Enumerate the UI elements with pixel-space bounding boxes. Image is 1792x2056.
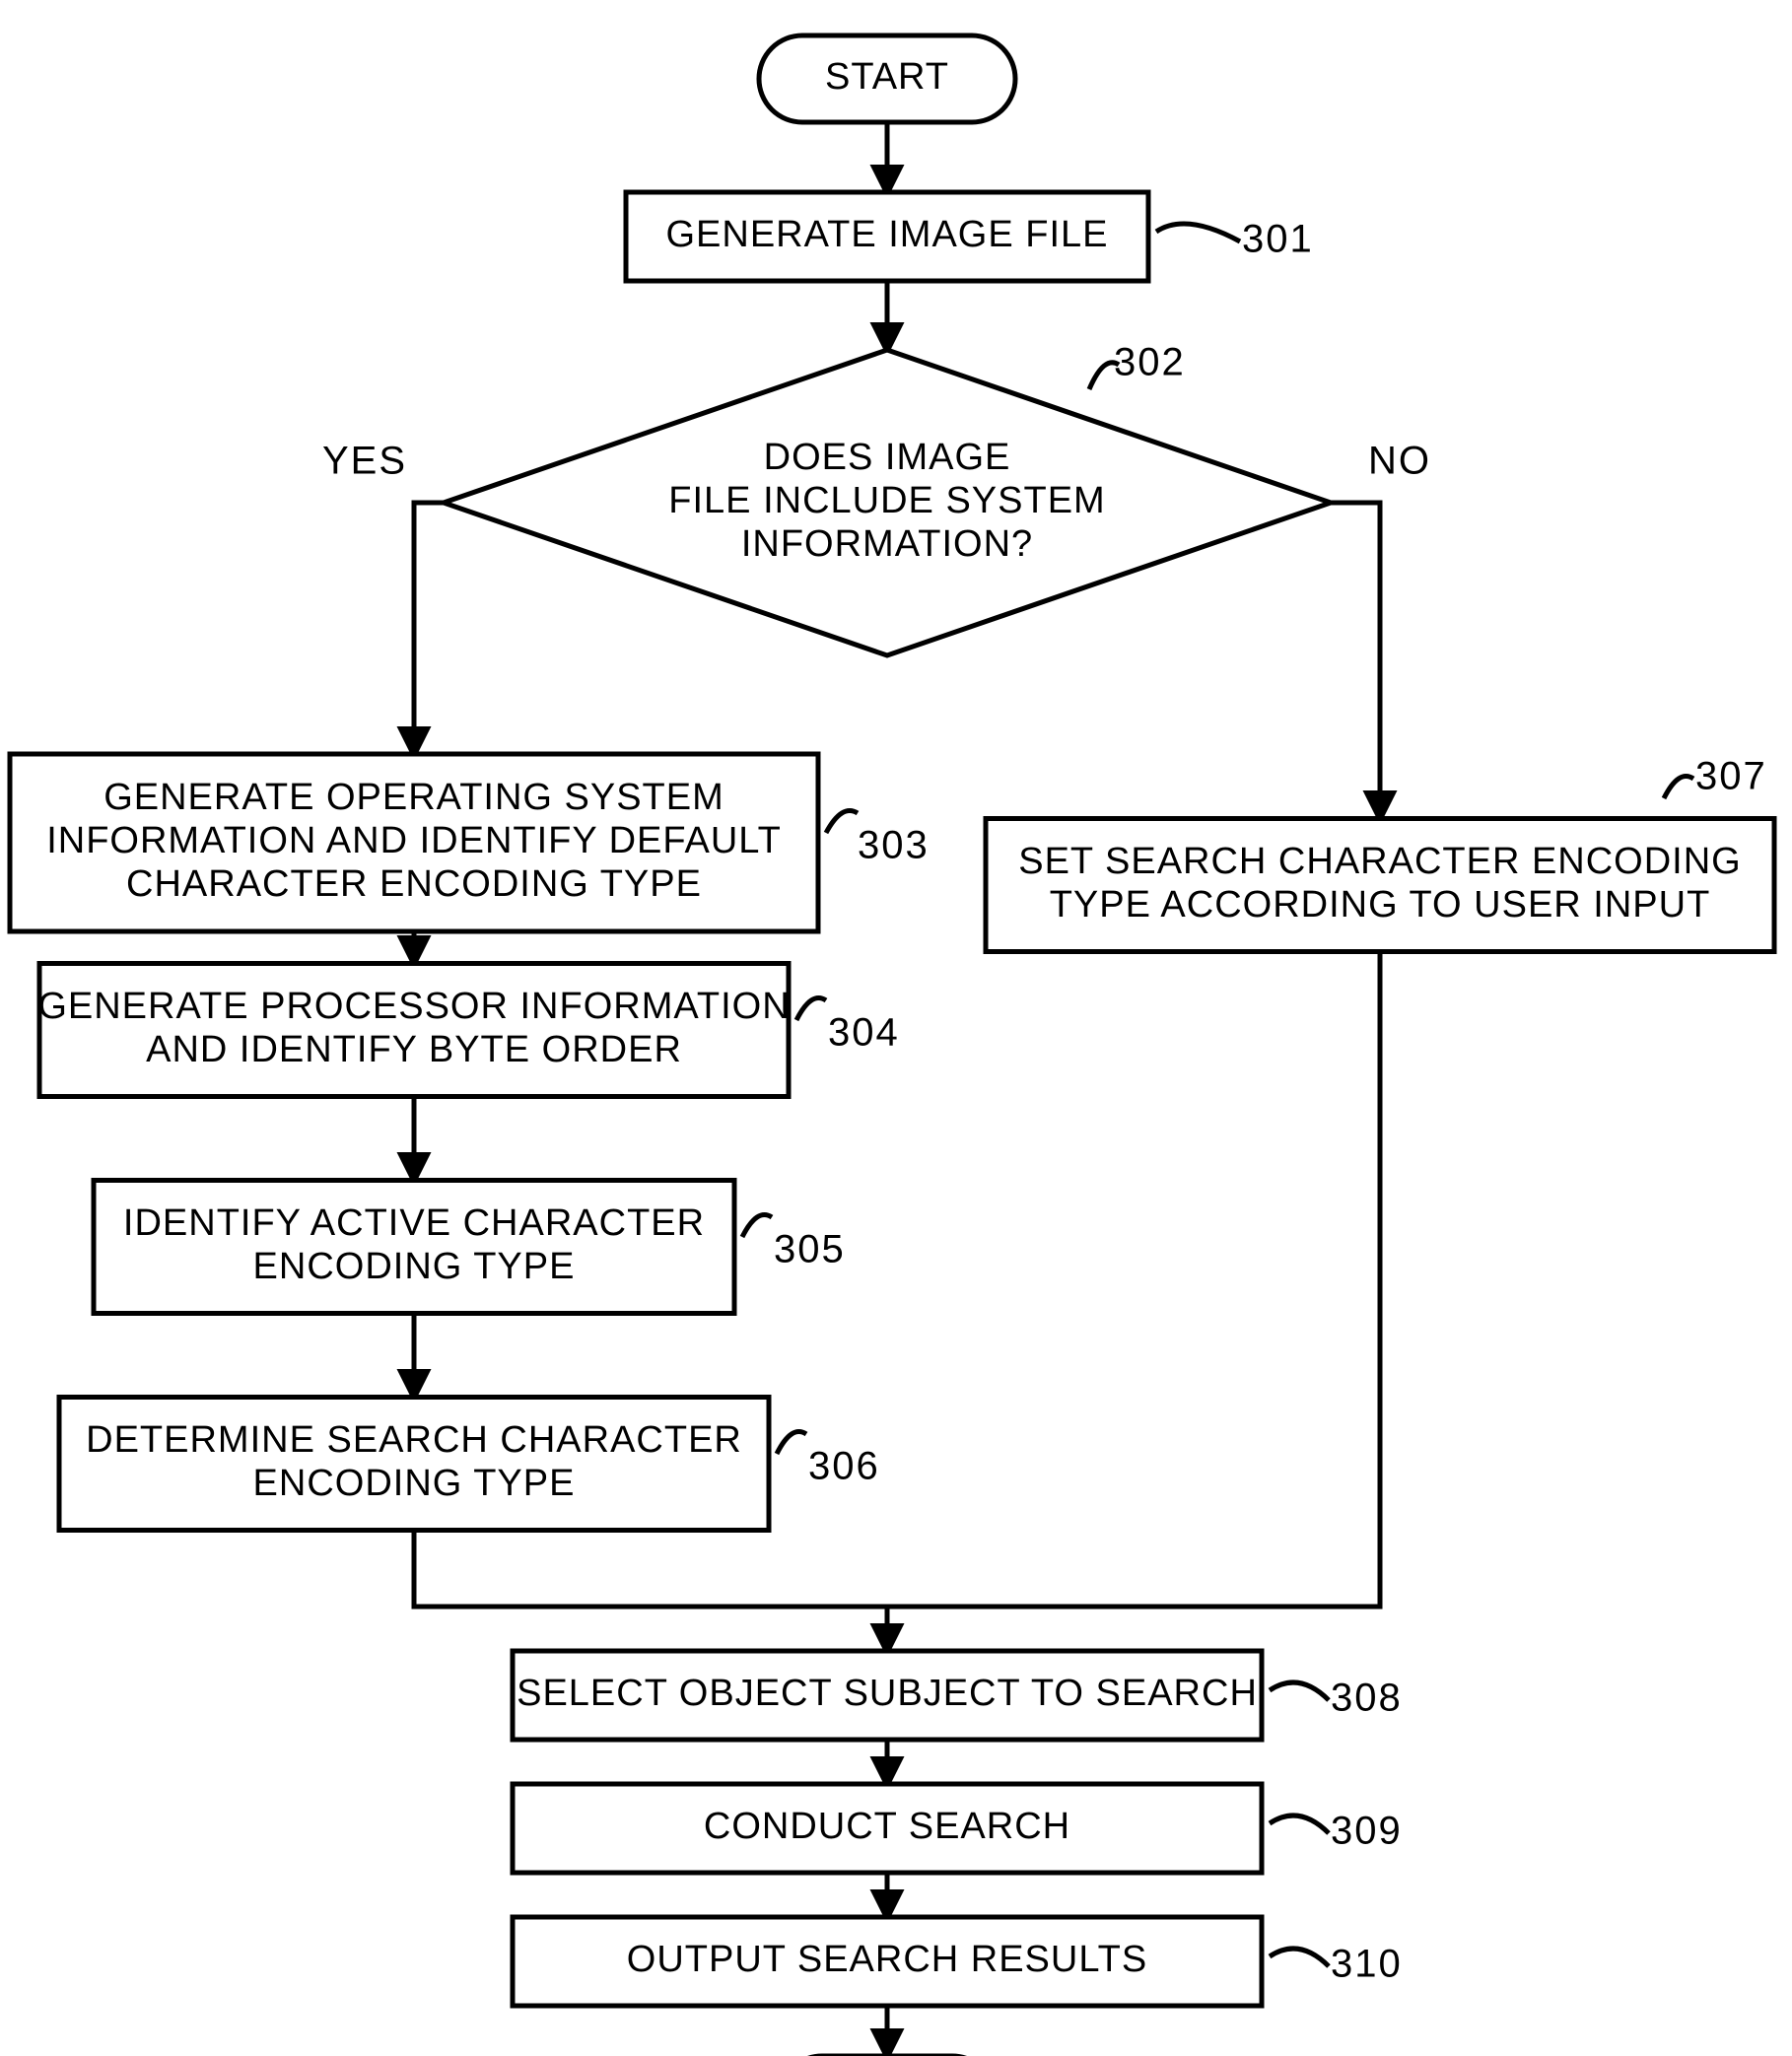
node-n306: DETERMINE SEARCH CHARACTERENCODING TYPE [59, 1398, 769, 1531]
label-leader-304 [796, 998, 826, 1021]
node-text-n305-line0: IDENTIFY ACTIVE CHARACTER [123, 1202, 705, 1244]
node-text-start-line0: START [825, 56, 949, 98]
label-leader-310 [1270, 1949, 1329, 1966]
node-text-n303-line1: INFORMATION AND IDENTIFY DEFAULT [46, 820, 782, 861]
label-leader-303 [826, 811, 858, 834]
step-label-310: 310 [1331, 1943, 1403, 1986]
node-n307: SET SEARCH CHARACTER ENCODINGTYPE ACCORD… [986, 819, 1774, 952]
node-text-n304-line0: GENERATE PROCESSOR INFORMATION [37, 986, 790, 1027]
node-n310: OUTPUT SEARCH RESULTS [513, 1917, 1262, 2006]
node-n309: CONDUCT SEARCH [513, 1784, 1262, 1873]
node-text-n306-line1: ENCODING TYPE [253, 1463, 576, 1504]
node-text-n307-line0: SET SEARCH CHARACTER ENCODING [1018, 841, 1742, 882]
node-start: START [759, 35, 1015, 122]
node-text-n303-line2: CHARACTER ENCODING TYPE [126, 863, 702, 905]
step-label-309: 309 [1331, 1810, 1403, 1853]
step-label-305: 305 [774, 1228, 846, 1271]
node-text-n302-line1: FILE INCLUDE SYSTEM [668, 480, 1105, 521]
edge-n306-join [414, 1530, 887, 1607]
node-text-n309-line0: CONDUCT SEARCH [704, 1806, 1070, 1847]
step-label-306: 306 [808, 1445, 880, 1488]
label-leader-301 [1156, 224, 1240, 241]
edge-n302-n307 [1331, 503, 1380, 818]
step-label-304: 304 [828, 1011, 900, 1055]
step-label-307: 307 [1695, 755, 1767, 798]
node-text-n302-line2: INFORMATION? [741, 523, 1033, 565]
node-text-n303-line0: GENERATE OPERATING SYSTEM [103, 777, 724, 818]
label-leader-306 [777, 1432, 806, 1455]
node-n303: GENERATE OPERATING SYSTEMINFORMATION AND… [10, 754, 818, 931]
node-text-n304-line1: AND IDENTIFY BYTE ORDER [146, 1029, 682, 1070]
node-n305: IDENTIFY ACTIVE CHARACTERENCODING TYPE [94, 1181, 734, 1314]
edge-n307-join [887, 951, 1380, 1607]
flowchart: START GENERATE IMAGE FILE DOES IMAGEFILE I… [0, 0, 1792, 2056]
label-leader-309 [1270, 1816, 1329, 1833]
node-text-n302-line0: DOES IMAGE [764, 437, 1011, 478]
node-text-n307-line1: TYPE ACCORDING TO USER INPUT [1050, 884, 1711, 925]
node-n302: DOES IMAGEFILE INCLUDE SYSTEMINFORMATION… [444, 350, 1331, 655]
node-text-n310-line0: OUTPUT SEARCH RESULTS [627, 1939, 1147, 1980]
edge-label-no: NO [1368, 440, 1431, 483]
node-text-n308-line0: SELECT OBJECT SUBJECT TO SEARCH [517, 1673, 1258, 1714]
node-text-n306-line0: DETERMINE SEARCH CHARACTER [86, 1419, 742, 1461]
node-text-n301-line0: GENERATE IMAGE FILE [665, 214, 1108, 255]
step-label-301: 301 [1242, 218, 1314, 261]
label-leader-307 [1664, 777, 1693, 799]
edge-label-yes: YES [322, 440, 407, 483]
step-label-303: 303 [858, 824, 930, 867]
label-leader-305 [742, 1215, 772, 1238]
label-leader-308 [1270, 1682, 1329, 1700]
node-n301: GENERATE IMAGE FILE [626, 192, 1148, 281]
step-label-308: 308 [1331, 1677, 1403, 1720]
node-text-n305-line1: ENCODING TYPE [253, 1246, 576, 1287]
step-label-302: 302 [1114, 341, 1186, 384]
node-n304: GENERATE PROCESSOR INFORMATIONAND IDENTI… [37, 964, 790, 1097]
edge-n302-n303 [414, 503, 444, 754]
node-n308: SELECT OBJECT SUBJECT TO SEARCH [513, 1651, 1262, 1740]
